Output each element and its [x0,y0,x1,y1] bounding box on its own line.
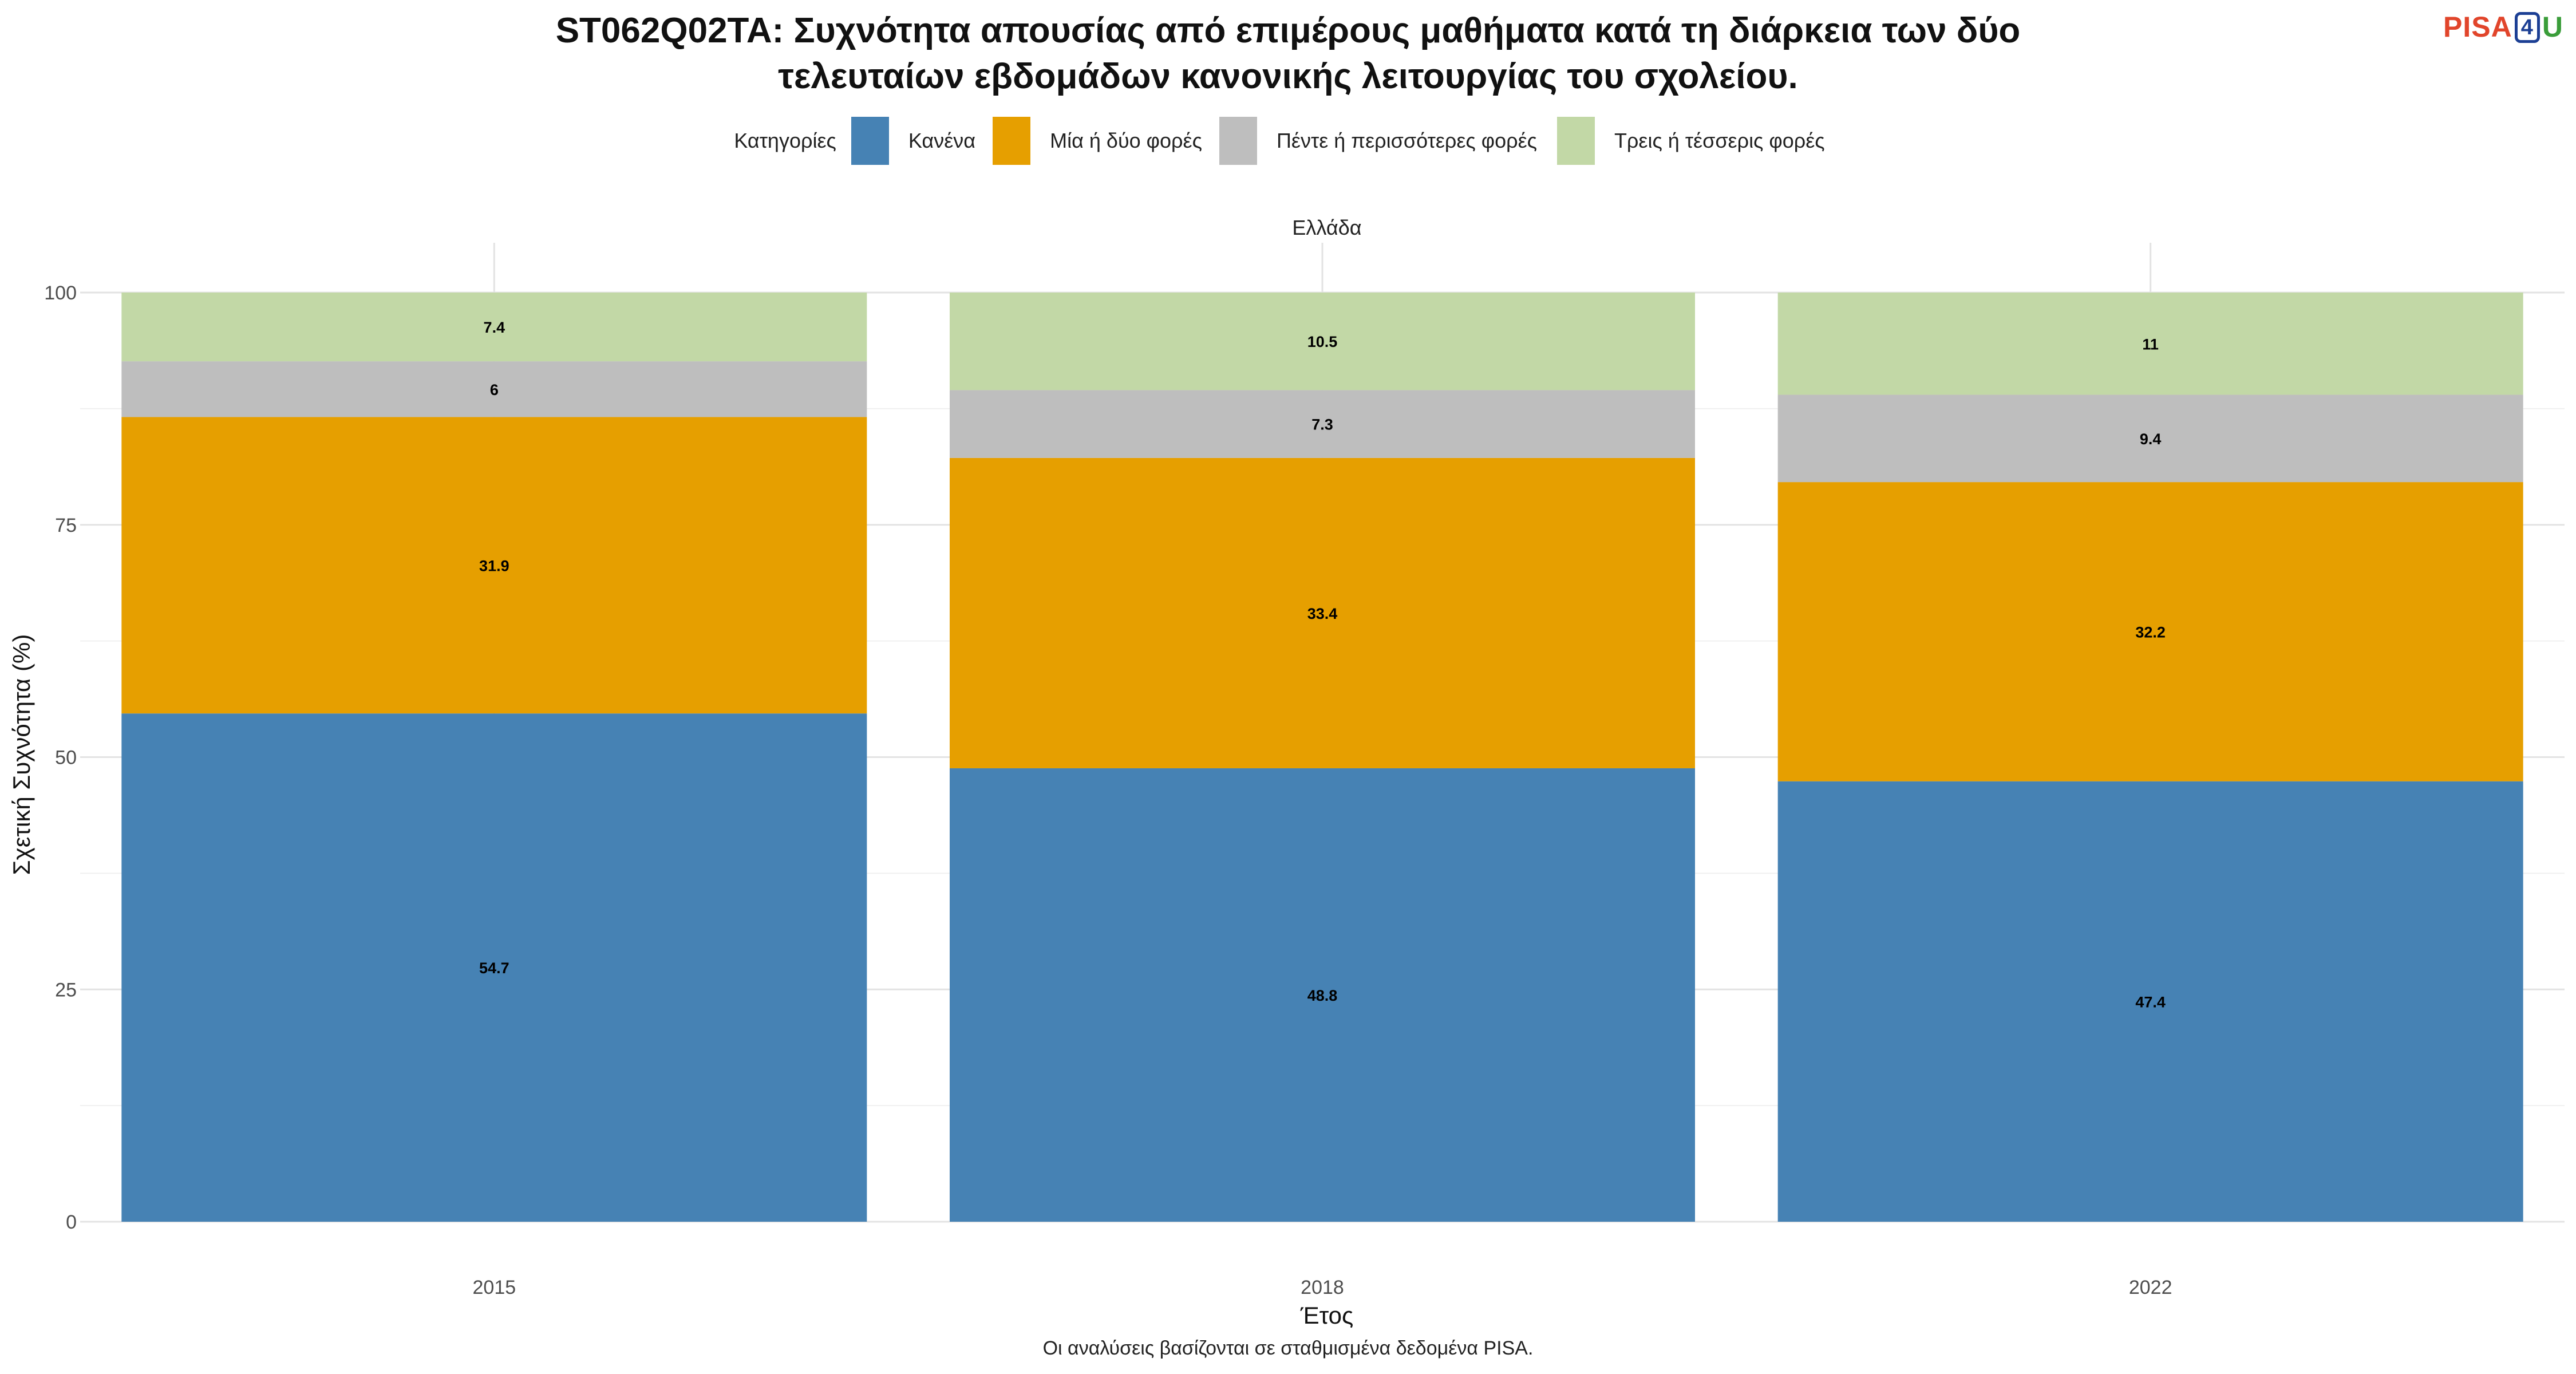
legend-item-none: Κανένα [851,117,975,165]
legend-label-five-more: Πέντε ή περισσότερες φορές [1276,129,1537,152]
legend-item-five-more: Πέντε ή περισσότερες φορές [1219,117,1540,165]
data-labels: 54.7 31.9 6 7.4 48.8 33.4 7.3 10.5 47.4 32.2 9.4 11 [479,319,2166,1010]
axes: 0 25 50 75 100 2015 2018 2022 [44,282,2172,1298]
data-label: 10.5 [1307,333,1338,350]
logo-text-pisa: PISA [2443,11,2512,43]
chart-title-line-1: ST062Q02TA: Συχνότητα απουσίας από επιμέ… [555,11,2021,50]
data-label: 33.4 [1307,605,1338,622]
logo-text-u: U [2542,11,2563,43]
y-tick-label: 100 [44,282,77,304]
x-axis-title: Έτος [1300,1302,1354,1329]
bar-segment [1777,781,2523,1222]
facet-label: Ελλάδα [1292,216,1361,239]
data-label: 54.7 [479,960,509,977]
data-label: 11 [2142,335,2159,353]
bar-segment [950,293,1695,390]
x-tick-label: 2022 [2129,1277,2172,1298]
data-label: 9.4 [2140,431,2162,448]
legend-swatch-three-four [1556,117,1595,165]
y-tick-label: 25 [55,979,77,1001]
x-tick-label: 2018 [1301,1277,1344,1298]
data-label: 6 [490,381,499,398]
bar-segment [950,768,1695,1222]
bar-segment [1777,482,2523,781]
bar-segment [121,417,867,714]
bar-segment [1777,394,2523,483]
caption: Οι αναλύσεις βασίζονται σε σταθμισμένα δ… [1042,1337,1534,1359]
bars [121,293,2523,1222]
y-tick-label: 50 [55,747,77,769]
data-label: 32.2 [2135,623,2166,641]
bar-segment [121,293,867,362]
legend-swatch-none [851,117,889,165]
y-axis-title: Σχετική Συχνότητα (%) [8,634,35,875]
bar-segment [950,457,1695,768]
data-label: 47.4 [2135,993,2166,1010]
x-tick-label: 2015 [473,1277,516,1298]
bar-segment [121,713,867,1222]
legend: Κατηγορίες Κανένα Μία ή δύο φορές Πέντε … [0,117,2576,165]
legend-item-one-two: Μία ή δύο φορές [993,117,1202,165]
bar-segment [121,361,867,417]
chart-title-line-2: τελευταίων εβδομάδων κανονικής λειτουργί… [778,57,1798,96]
legend-swatch-one-two [993,117,1031,165]
legend-swatch-five-more [1219,117,1257,165]
chart-title: ST062Q02TA: Συχνότητα απουσίας από επιμέ… [0,8,2576,100]
gridlines [80,243,2565,1223]
legend-item-three-four: Τρεις ή τέσσερις φορές [1556,117,1825,165]
data-label: 7.3 [1311,416,1333,433]
pisa4u-logo: PISA 4 U [2443,10,2563,44]
legend-label-none: Κανένα [908,129,976,152]
data-label: 48.8 [1307,987,1338,1004]
bar-segment [1777,293,2523,395]
legend-label-three-four: Τρεις ή τέσσερις φορές [1614,129,1825,152]
y-tick-label: 75 [55,515,77,536]
y-tick-label: 0 [66,1211,77,1233]
bar-segment [950,390,1695,458]
legend-label-one-two: Μία ή δύο φορές [1050,129,1202,152]
data-label: 7.4 [484,319,505,336]
logo-text-four: 4 [2514,12,2540,43]
data-label: 31.9 [479,557,509,574]
legend-title: Κατηγορίες [734,129,836,152]
